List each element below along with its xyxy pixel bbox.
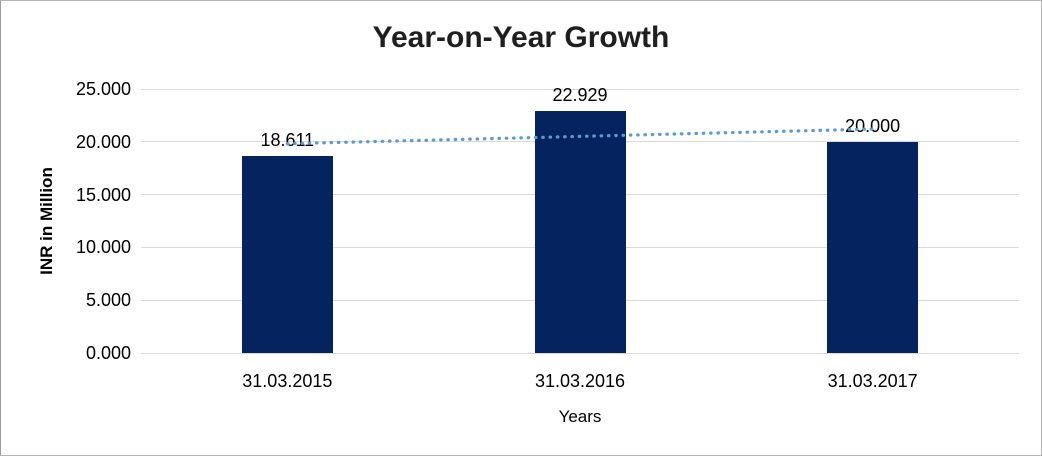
x-category-label: 31.03.2016 [534,371,626,391]
bar-31.03.2017 [827,141,919,353]
y-tick-label: 15.000 [75,184,131,205]
bar-value-label: 20.000 [845,115,901,136]
bar-31.03.2016 [534,110,626,353]
bar-31.03.2015 [241,156,333,353]
gridline [141,88,1019,90]
gridline [141,352,1019,354]
y-tick-label: 5.000 [85,290,131,311]
x-category-label: 31.03.2015 [242,371,333,391]
y-tick-label: 25.000 [75,79,131,99]
y-tick-label: 20.000 [75,131,131,152]
chart-title: Year-on-Year Growth [372,21,670,54]
bar-value-label: 22.929 [552,84,608,105]
y-tick-label: 10.000 [75,237,131,258]
x-axis-title: Years [558,407,602,426]
x-category-label: 31.03.2017 [827,371,918,391]
bar-value-label: 18.611 [260,130,315,151]
y-tick-label: 0.000 [85,343,131,363]
